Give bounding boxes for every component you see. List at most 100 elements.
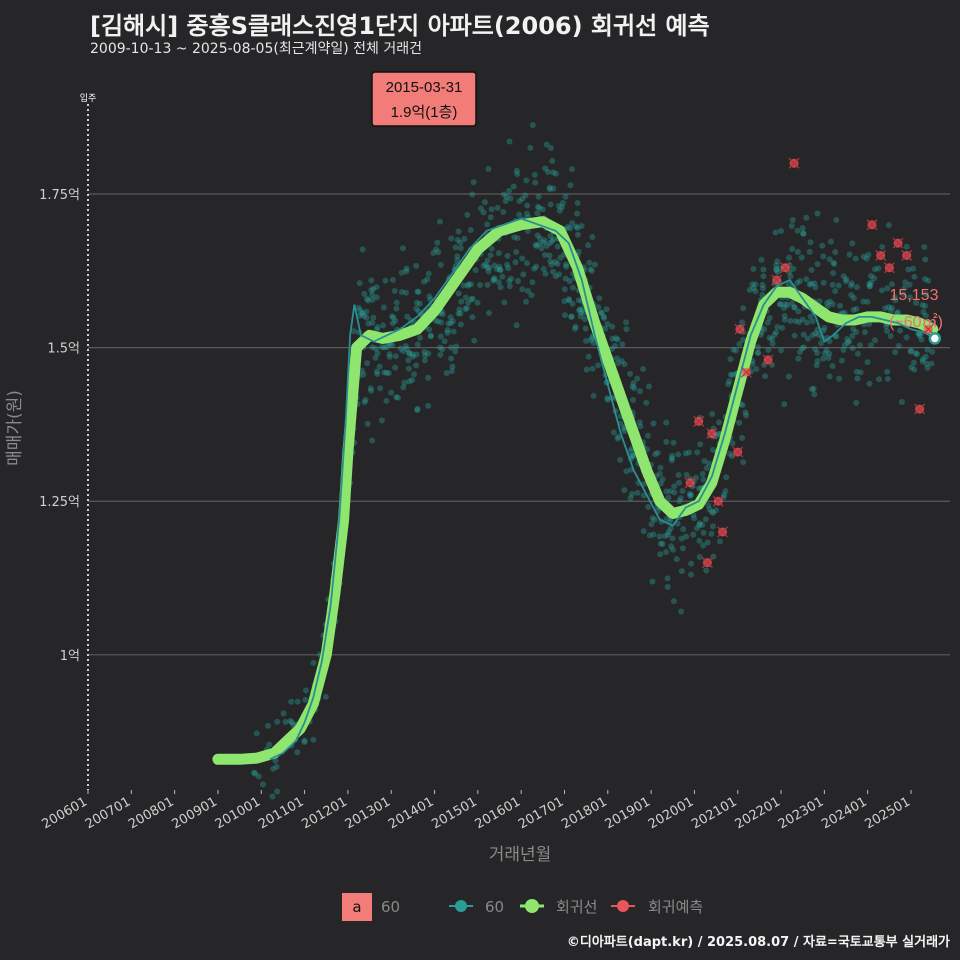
transaction-point [604,395,611,402]
transaction-point [675,451,682,458]
transaction-point [569,220,576,227]
transaction-point [657,540,664,547]
transaction-point [853,368,860,375]
transaction-point [690,531,697,538]
transaction-point [850,295,857,302]
transaction-point [350,328,357,335]
transaction-point [588,334,595,341]
predict-cross [717,526,729,538]
transaction-point [513,248,520,255]
transaction-point [923,360,930,367]
transaction-point [614,355,621,362]
transaction-point [565,296,572,303]
transaction-point [922,303,929,310]
transaction-point [439,346,446,353]
transaction-point [853,284,860,291]
transaction-point [259,781,266,788]
transaction-point [480,209,487,216]
transaction-point [470,179,477,186]
transaction-point [780,304,787,311]
transaction-point [413,362,420,369]
transaction-point [383,344,390,351]
transaction-point [409,377,416,384]
transaction-point [749,361,756,368]
transaction-point [472,267,479,274]
transaction-point [532,242,539,249]
transaction-point [760,273,767,280]
transaction-point [820,355,827,362]
transaction-point [852,255,859,262]
transaction-point [359,246,366,253]
transaction-point [696,485,703,492]
transaction-point [274,718,281,725]
transaction-point [659,541,666,548]
transaction-point [280,710,287,717]
transaction-point [782,301,789,308]
transaction-point [766,334,773,341]
transaction-point [377,385,384,392]
transaction-point [675,472,682,479]
transaction-point [409,353,416,360]
transaction-point [540,265,547,272]
transaction-point [774,323,781,330]
transaction-point [841,342,848,349]
transaction-point [688,571,695,578]
transaction-point [469,314,476,321]
transaction-point [671,483,678,490]
transaction-point [506,187,513,194]
transaction-point [663,438,670,445]
transaction-point [848,292,855,299]
transaction-point [631,385,638,392]
transaction-point [484,221,491,228]
transaction-point [661,533,668,540]
transaction-point [703,567,710,574]
transaction-point [547,232,554,239]
transaction-point [800,230,807,237]
transaction-point [740,305,747,312]
transaction-point [425,350,432,357]
transaction-point [515,278,522,285]
transaction-point [503,193,510,200]
transaction-point [386,351,393,358]
transaction-point [818,340,825,347]
x-tick-label: 200601 [40,794,90,832]
transaction-point [796,277,803,284]
transaction-point [740,459,747,466]
transaction-point [827,298,834,305]
transaction-point [764,319,771,326]
transaction-point [369,319,376,326]
transaction-point [623,319,630,326]
transaction-point [826,373,833,380]
transaction-point [794,227,801,234]
transaction-point [535,193,542,200]
transaction-point [496,263,503,270]
transaction-point [848,280,855,287]
transaction-point [439,311,446,318]
transaction-point [787,273,794,280]
transaction-point [887,307,894,314]
transaction-point [514,171,521,178]
transaction-point [381,369,388,376]
transaction-point [428,332,435,339]
transaction-point [686,449,693,456]
legend: a 60 60 회귀선 회귀예측 [342,893,703,921]
transaction-point [363,308,370,315]
transaction-point [447,320,454,327]
transaction-point [879,287,886,294]
transaction-point [812,330,819,337]
transaction-point [612,335,619,342]
predict-cross [914,403,926,415]
transaction-point [507,195,514,202]
transaction-point [910,359,917,366]
transaction-point [640,366,647,373]
transaction-point [670,439,677,446]
predict-cross [706,428,718,440]
transaction-point [376,363,383,370]
transaction-point [700,542,707,549]
transaction-point [915,331,922,338]
transaction-point [523,260,530,267]
transaction-point [454,236,461,243]
transaction-point [876,376,883,383]
transaction-point [510,183,517,190]
transaction-point [457,245,464,252]
